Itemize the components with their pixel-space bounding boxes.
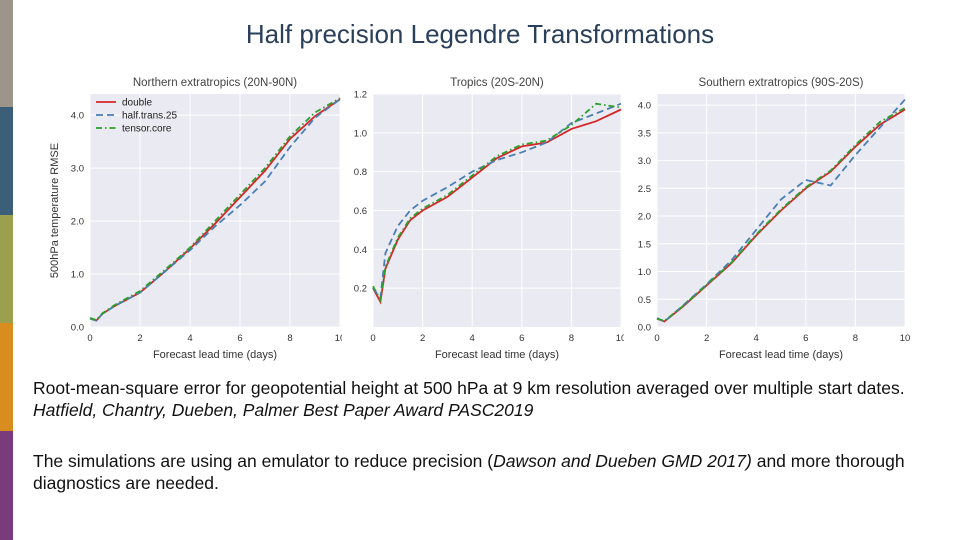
y-tick-label: 2.5 xyxy=(638,184,651,195)
y-tick-label: 3.0 xyxy=(71,164,84,175)
x-tick-label: 0 xyxy=(370,333,375,344)
caption-description: Root-mean-square error for geopotential … xyxy=(33,377,943,421)
chart-title: Tropics (20S-20N) xyxy=(450,77,544,89)
chart-tropics: 0.2 0.4 0.6 0.8 1.0 1.2 0 2 4 6 8 10 Tropics (20S-20… xyxy=(354,77,624,361)
series-line-tensor-core xyxy=(89,97,341,322)
legend-label: tensor.core xyxy=(122,124,172,135)
x-tick-label: 4 xyxy=(754,333,759,344)
y-tick-label: 1.0 xyxy=(638,267,651,278)
x-tick-label: 6 xyxy=(803,333,808,344)
caption-note-citation: Dawson and Dueben GMD 2017) xyxy=(493,451,752,471)
y-tick-label: 0.2 xyxy=(354,284,367,295)
legend-label: half.trans.25 xyxy=(122,111,177,122)
y-tick-label: 1.2 xyxy=(354,90,367,101)
y-tick-label: 4.0 xyxy=(638,101,651,112)
slide-title: Half precision Legendre Transformations xyxy=(245,19,715,49)
y-tick-label: 3.0 xyxy=(638,156,651,167)
caption-note: The simulations are using an emulator to… xyxy=(33,450,943,494)
y-tick-label: 4.0 xyxy=(71,111,84,122)
y-tick-label: 1.5 xyxy=(638,239,651,250)
chart-southern-extratropics: 0.0 0.5 1.0 1.5 2.0 2.5 3.0 3.5 4.0 0 2 4 6 8 10 Southe… xyxy=(638,77,911,361)
accent-block xyxy=(0,0,13,107)
y-axis-label: 500hPa temperature RMSE xyxy=(49,143,61,278)
x-axis-label: Forecast lead time (days) xyxy=(153,349,277,361)
y-tick-label: 0.0 xyxy=(638,323,651,334)
y-tick-label: 0.6 xyxy=(354,206,367,217)
y-tick-label: 0.5 xyxy=(638,295,651,306)
accent-block xyxy=(0,107,13,215)
caption-text: Root-mean-square error for geopotential … xyxy=(33,378,905,398)
x-tick-label: 6 xyxy=(237,333,242,344)
x-tick-label: 2 xyxy=(420,333,425,344)
series-line-tensor-core xyxy=(656,107,906,322)
accent-block xyxy=(0,323,13,431)
x-tick-label: 8 xyxy=(287,333,292,344)
series-line-half-trans-25 xyxy=(656,98,906,323)
accent-block xyxy=(0,431,13,540)
x-tick-label: 10 xyxy=(900,333,911,344)
x-tick-label: 4 xyxy=(187,333,192,344)
legend-label: double xyxy=(122,98,152,109)
chart-title: Northern extratropics (20N-90N) xyxy=(133,77,297,89)
plot-background xyxy=(90,94,340,327)
caption-note-text: The simulations are using an emulator to… xyxy=(33,451,494,471)
x-tick-label: 8 xyxy=(853,333,858,344)
chart-northern-extratropics: 0.0 1.0 2.0 3.0 4.0 0 2 4 6 8 10 Northern extratrop… xyxy=(49,77,342,361)
x-tick-label: 2 xyxy=(704,333,709,344)
y-tick-label: 1.0 xyxy=(354,128,367,139)
x-axis-label: Forecast lead time (days) xyxy=(435,349,559,361)
series-line-tensor-core xyxy=(372,102,622,303)
x-axis-label: Forecast lead time (days) xyxy=(719,349,843,361)
y-tick-label: 3.5 xyxy=(638,128,651,139)
chart-title: Southern extratropics (90S-20S) xyxy=(699,77,864,89)
caption-note-text-end: and more thorough diagnostics are needed… xyxy=(33,451,905,493)
caption-citation: Hatfield, Chantry, Dueben, Palmer Best P… xyxy=(33,400,534,420)
y-tick-label: 0.4 xyxy=(354,245,367,256)
x-tick-label: 4 xyxy=(470,333,475,344)
x-tick-label: 0 xyxy=(87,333,92,344)
x-tick-label: 8 xyxy=(569,333,574,344)
y-tick-label: 1.0 xyxy=(71,270,84,281)
accent-block xyxy=(0,215,13,323)
y-tick-label: 2.0 xyxy=(71,217,84,228)
x-tick-label: 10 xyxy=(335,333,342,344)
accent-color-strip xyxy=(0,0,13,540)
x-tick-label: 0 xyxy=(654,333,659,344)
x-tick-label: 6 xyxy=(519,333,524,344)
series-line-double xyxy=(372,108,622,305)
series-line-half-trans-25 xyxy=(372,102,622,301)
y-tick-label: 2.0 xyxy=(638,212,651,223)
x-tick-label: 10 xyxy=(616,333,624,344)
x-tick-label: 2 xyxy=(137,333,142,344)
y-tick-label: 0.8 xyxy=(354,167,367,178)
y-tick-label: 0.0 xyxy=(71,323,84,334)
